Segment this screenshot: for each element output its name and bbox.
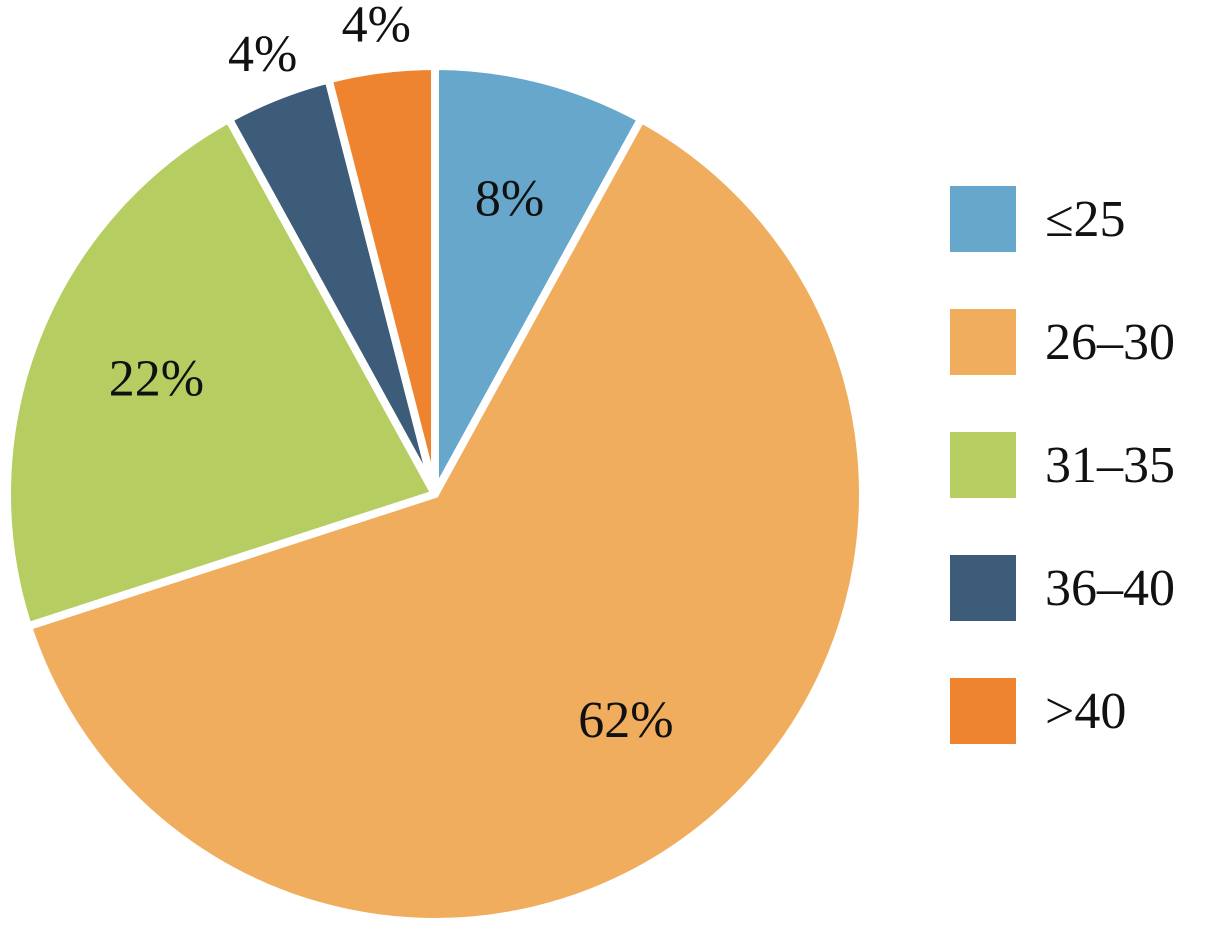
legend-swatch	[950, 186, 1016, 252]
legend-swatch	[950, 432, 1016, 498]
data-label: 4%	[342, 0, 411, 54]
legend-label: >40	[1045, 683, 1126, 740]
legend-label: 26–30	[1045, 314, 1175, 371]
legend-swatch	[950, 678, 1016, 744]
pie-slice	[3, 114, 439, 631]
data-label: 8%	[475, 171, 544, 228]
pie-slice	[23, 114, 867, 926]
legend-swatch	[950, 309, 1016, 375]
data-label: 4%	[228, 26, 297, 83]
data-label: 22%	[109, 351, 204, 408]
legend-label: 31–35	[1045, 437, 1175, 494]
legend-label: ≤25	[1045, 191, 1126, 248]
pie-slice	[324, 62, 439, 498]
legend-swatch	[950, 555, 1016, 621]
data-label: 62%	[578, 692, 673, 749]
legend-label: 36–40	[1045, 560, 1175, 617]
pie-slice	[431, 62, 646, 498]
